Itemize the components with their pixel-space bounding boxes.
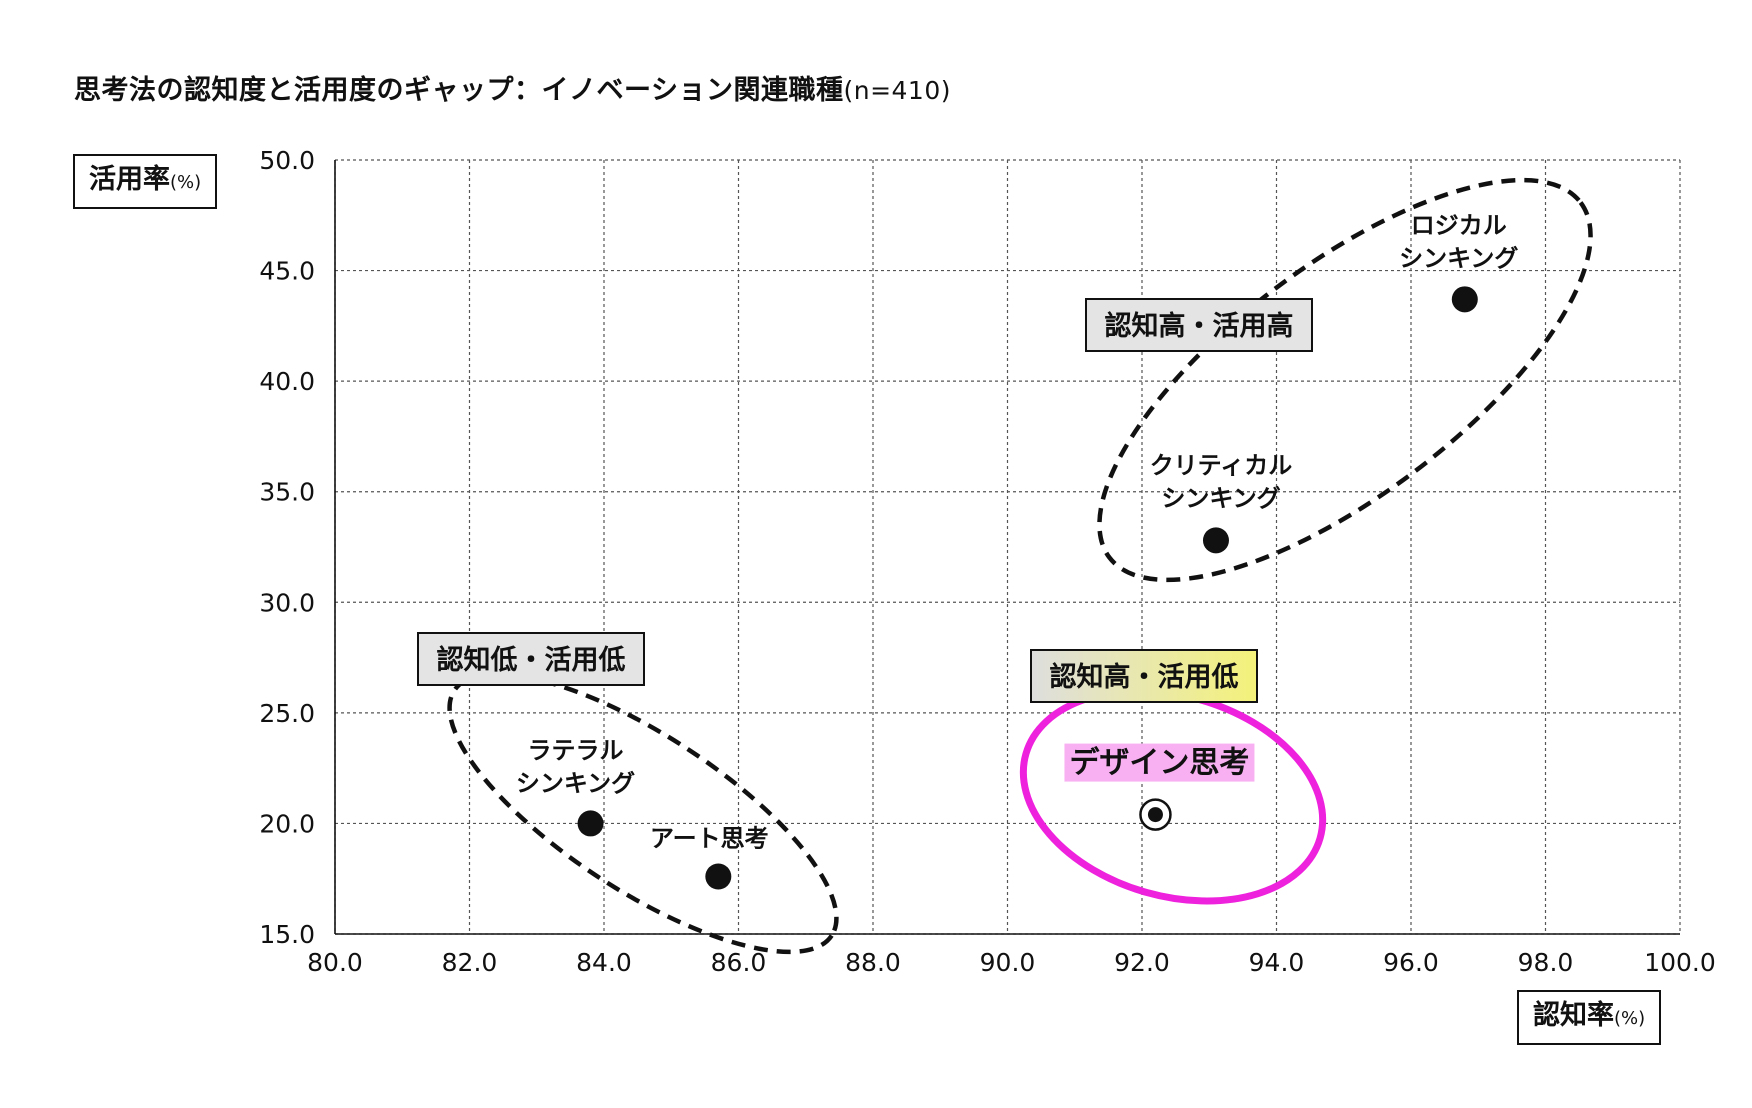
x-tick-label: 80.0 (307, 948, 363, 977)
x-tick-label: 88.0 (845, 948, 901, 977)
x-tick-label: 100.0 (1644, 948, 1716, 977)
y-tick-label: 15.0 (259, 920, 315, 949)
point-label-logical: ロジカル (1411, 211, 1507, 239)
point-art (705, 863, 732, 890)
tick-labels: 80.0 82.0 84.0 86.0 88.0 90.0 92.0 94.0 96.0 98.0… (259, 146, 1715, 977)
y-tick-label: 20.0 (259, 809, 315, 838)
x-axis-label-text: 認知率 (1533, 1000, 1614, 1031)
point-label-lateral: シンキング (516, 769, 635, 797)
point-label-lateral: ラテラル (528, 736, 624, 764)
point-design (1147, 807, 1163, 823)
chart-title: 思考法の認知度と活用度のギャップ：イノベーション関連職種(n=410) (74, 68, 951, 107)
group-label-low-low: 認知低・活用低 (437, 644, 626, 676)
y-tick-label: 40.0 (259, 367, 315, 396)
point-label-art: アート思考 (650, 825, 769, 853)
x-tick-label: 86.0 (711, 948, 767, 977)
group-label-high-high: 認知高・活用高 (1105, 310, 1294, 342)
y-tick-label: 30.0 (259, 588, 315, 617)
group-label-box-high-low (1030, 649, 1258, 703)
x-tick-label: 96.0 (1383, 948, 1439, 977)
x-tick-label: 84.0 (576, 948, 632, 977)
y-axis-label: 活用率(%) (73, 154, 218, 209)
y-axis-unit: (%) (170, 172, 202, 193)
group-label-box-high-high (1085, 298, 1313, 352)
y-tick-label: 35.0 (259, 478, 315, 507)
y-tick-label: 45.0 (259, 257, 315, 286)
x-axis-unit: (%) (1614, 1008, 1646, 1029)
x-tick-label: 82.0 (442, 948, 498, 977)
data-points (577, 286, 1478, 890)
grid (334, 159, 1681, 935)
point-label-critical: クリティカル (1150, 451, 1293, 479)
x-tick-label: 90.0 (980, 948, 1036, 977)
point-lateral (577, 810, 604, 837)
group-label-box-low-low (417, 632, 645, 686)
x-tick-label: 94.0 (1249, 948, 1305, 977)
x-axis-label: 認知率(%) (1517, 990, 1662, 1045)
x-tick-label: 92.0 (1114, 948, 1170, 977)
y-tick-label: 50.0 (259, 146, 315, 175)
group-ellipse-high-high (1097, 177, 1593, 583)
x-tick-label: 98.0 (1518, 948, 1574, 977)
group-ellipse-low-low (447, 671, 839, 955)
point-critical (1202, 527, 1229, 554)
point-logical (1451, 286, 1478, 313)
point-label-design: デザイン思考 (1069, 746, 1249, 781)
y-tick-label: 25.0 (259, 699, 315, 728)
chart-title-text: 思考法の認知度と活用度のギャップ：イノベーション関連職種 (74, 75, 844, 106)
highlight-label-bg (1064, 743, 1255, 782)
group-label-high-low: 認知高・活用低 (1050, 661, 1239, 693)
point-label-critical: シンキング (1161, 484, 1280, 512)
point-label-logical: シンキング (1399, 244, 1518, 272)
chart-sample-size: (n=410) (843, 76, 951, 105)
y-axis-label-text: 活用率 (89, 164, 170, 195)
